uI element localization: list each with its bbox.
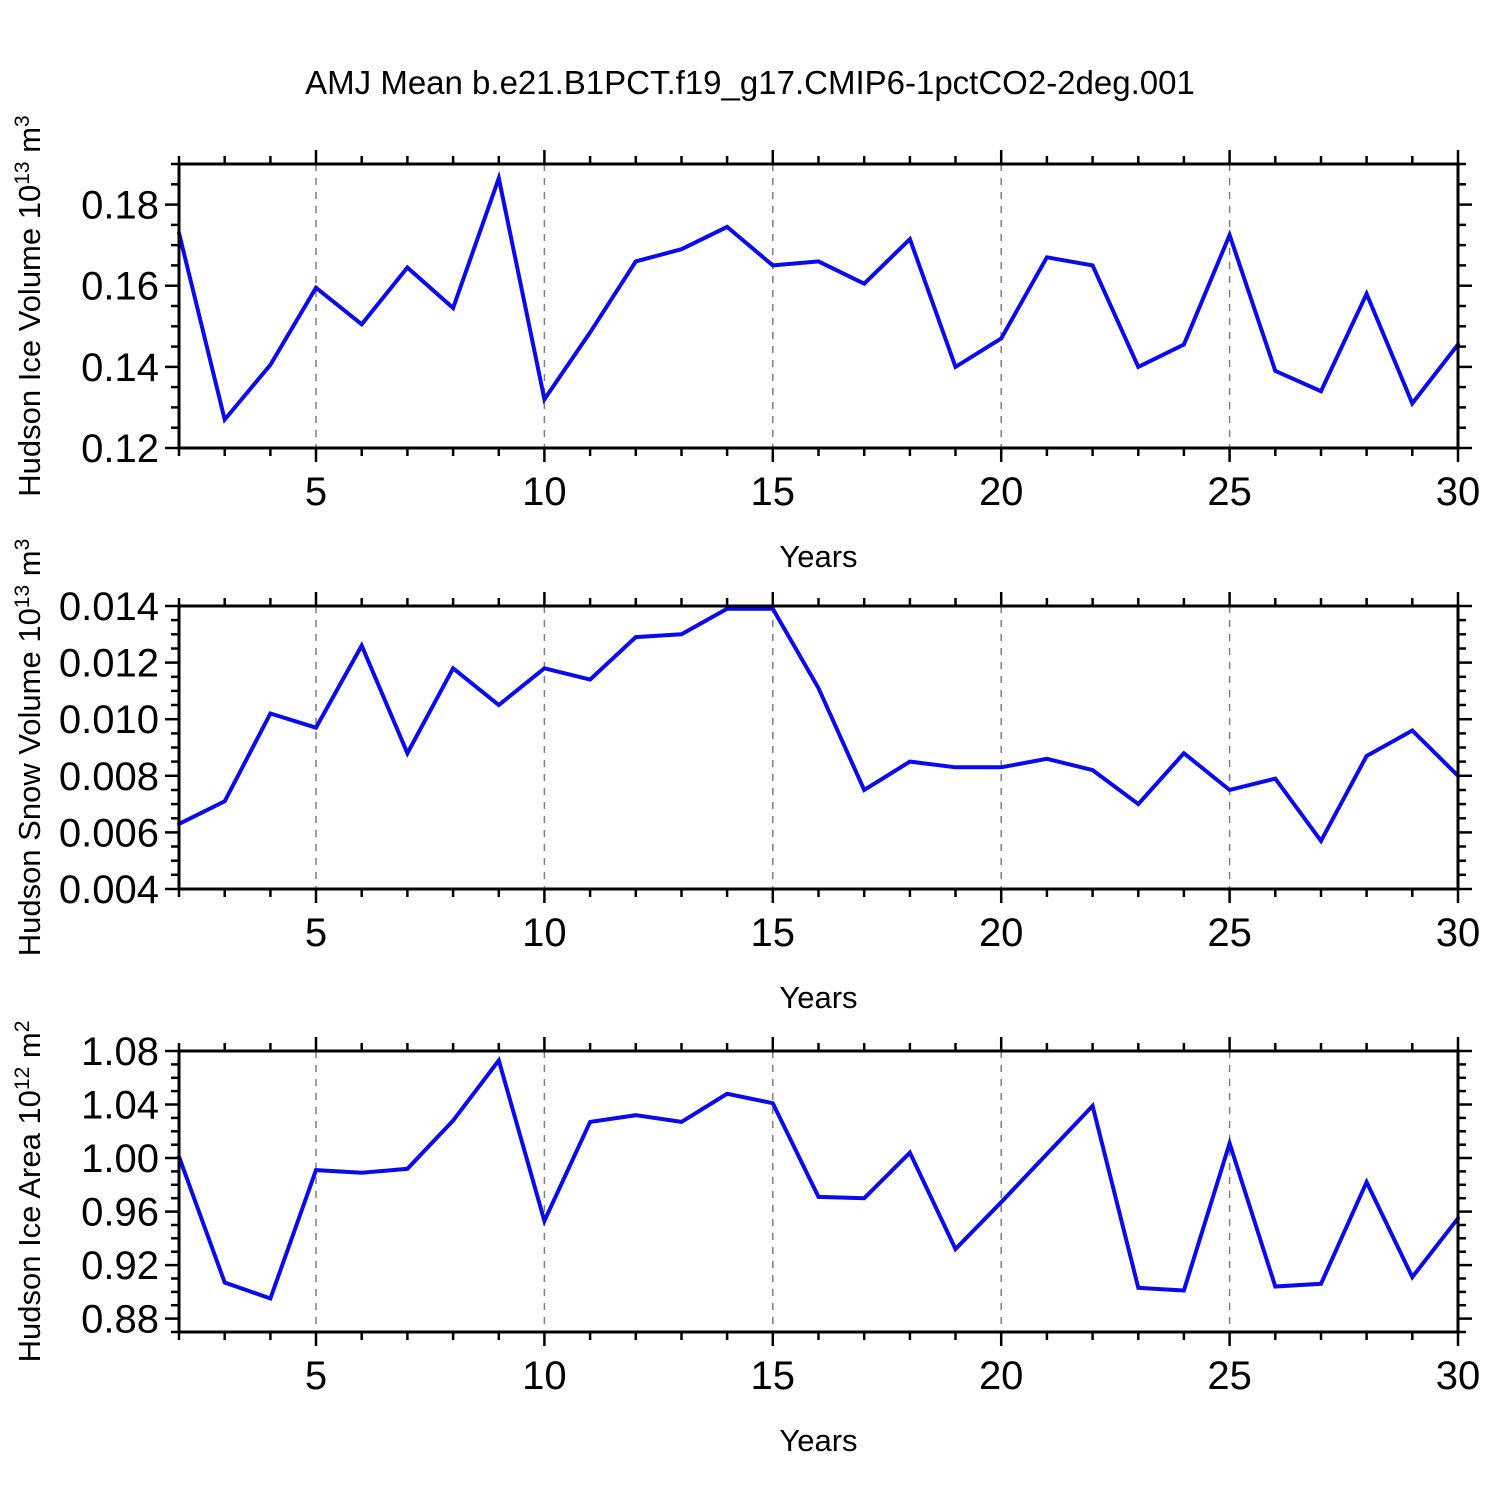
axis-labels: 5 10 15 20 25 30 Years 0.12 0.14 0.16 0.18 Hudson I… [11,115,1480,574]
y-tick-label: 0.88 [81,1298,159,1342]
x-axis-title: Years [779,980,857,1015]
x-tick-label: 20 [979,470,1024,514]
axes-frame [177,1049,1460,1334]
y-axis-title: Hudson Ice Area 1012 m2 [11,1021,47,1363]
x-tick-label: 10 [522,911,567,955]
x-tick-label: 30 [1436,911,1481,955]
y-tick-label: 1.08 [81,1030,159,1074]
x-tick-label: 30 [1436,470,1481,514]
ylabel-superscript: 3 [11,115,34,127]
x-tick-label: 10 [522,1354,567,1398]
axis-ticks [165,592,1472,903]
x-tick-label: 5 [305,911,327,955]
ylabel-superscript: 3 [11,539,34,551]
y-axis-title: Hudson Ice Volume 1013 m3 [11,115,47,496]
x-tick-label: 20 [979,1354,1024,1398]
x-tick-label: 25 [1207,911,1252,955]
grid-lines [315,164,1231,448]
ylabel-text: m [12,127,47,161]
x-tick-label: 25 [1207,470,1252,514]
grid-lines [315,606,1231,889]
axis-ticks [165,1037,1472,1346]
ylabel-text: Hudson Ice Volume 10 [12,185,47,497]
x-tick-label: 30 [1436,1354,1481,1398]
x-tick-label: 5 [305,470,327,514]
y-tick-label: 0.010 [59,698,159,742]
panel-hudson-snow-volume: 5 10 15 20 25 30 Years 0.004 0.006 0.008 0.010 0.01… [11,539,1480,1015]
ylabel-superscript: 12 [11,1067,34,1090]
ylabel-superscript: 2 [11,1021,34,1033]
series-line [177,1056,1460,1302]
y-tick-label: 0.006 [59,811,159,855]
panel-hudson-ice-volume: 5 10 15 20 25 30 Years 0.12 0.14 0.16 0.18 Hudson I… [11,115,1480,574]
y-tick-label: 1.00 [81,1137,159,1181]
ylabel-superscript: 13 [11,585,34,608]
x-tick-label: 10 [522,470,567,514]
y-tick-label: 0.18 [81,184,159,228]
y-tick-label: 0.92 [81,1244,159,1288]
ylabel-text: Hudson Snow Volume 10 [12,608,47,956]
x-tick-label: 15 [751,470,796,514]
ylabel-superscript: 13 [11,161,34,184]
series-line [177,170,1460,424]
ylabel-text: m [12,1032,47,1066]
x-tick-label: 20 [979,911,1024,955]
panel-hudson-ice-area: 5 10 15 20 25 30 Years 0.88 0.92 0.96 1.00 1.04 1.08… [11,1021,1480,1458]
x-tick-label: 25 [1207,1354,1252,1398]
axes-frame [177,604,1460,891]
y-tick-label: 0.12 [81,427,159,471]
y-tick-label: 0.012 [59,642,159,686]
x-tick-label: 15 [751,1354,796,1398]
x-tick-label: 5 [305,1354,327,1398]
figure-title: AMJ Mean b.e21.B1PCT.f19_g17.CMIP6-1pctC… [305,64,1195,101]
axes-frame [177,162,1460,450]
axis-ticks [165,150,1472,462]
y-tick-label: 0.96 [81,1191,159,1235]
y-tick-label: 1.04 [81,1084,159,1128]
grid-lines [315,1051,1231,1332]
y-tick-label: 0.14 [81,346,159,390]
series-line [177,606,1460,845]
y-tick-label: 0.014 [59,585,159,629]
axis-labels: 5 10 15 20 25 30 Years 0.004 0.006 0.008 0.010 0.01… [11,539,1480,1015]
y-axis-title: Hudson Snow Volume 1013 m3 [11,539,47,957]
x-tick-label: 15 [751,911,796,955]
ylabel-text: m [12,550,47,584]
axis-labels: 5 10 15 20 25 30 Years 0.88 0.92 0.96 1.00 1.04 1.08… [11,1021,1480,1458]
x-axis-title: Years [779,1423,857,1458]
y-tick-label: 0.008 [59,755,159,799]
ylabel-text: Hudson Ice Area 10 [12,1090,47,1362]
x-axis-title: Years [779,539,857,574]
y-tick-label: 0.004 [59,868,159,912]
y-tick-label: 0.16 [81,265,159,309]
